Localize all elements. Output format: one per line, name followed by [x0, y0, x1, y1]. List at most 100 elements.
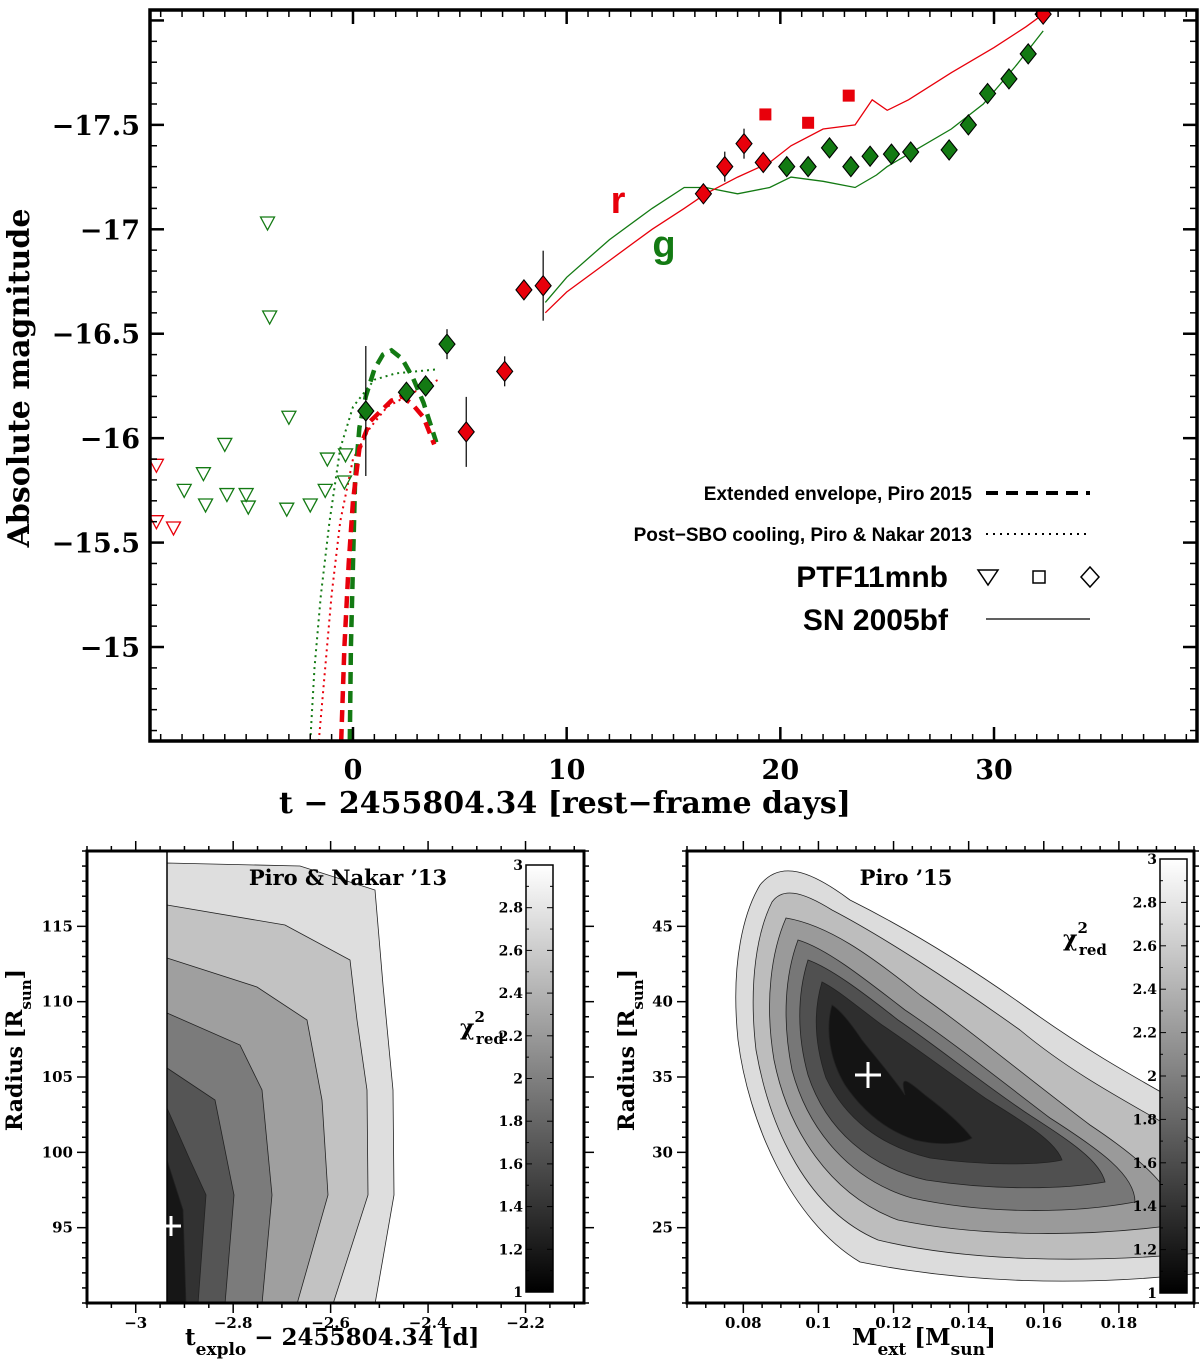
colorbar-tick-label: 1.2	[1133, 1243, 1157, 1259]
sn2005bf-r-curve	[544, 13, 1044, 314]
ptf11mnb-g-diamond	[978, 82, 997, 105]
x-tick-label: 0	[344, 755, 363, 786]
colorbar-tick-label: 3	[1147, 852, 1157, 868]
ptf11mnb-r-diamond	[716, 155, 734, 178]
x-tick-label: 0.14	[950, 1314, 987, 1332]
piro-nakar-13-ticks	[77, 841, 594, 1313]
upper-limit-g-marker	[216, 437, 233, 453]
extended-envelope-r-curve	[338, 393, 437, 741]
colorbar-tick-label: 2	[1147, 1069, 1157, 1085]
piro-15-colorbar-ticks: 1 1.2 1.4 1.6 1.8 2 2.2 2.4 2.6 2.8 3	[1133, 852, 1187, 1302]
y-tick-label: 25	[652, 1219, 673, 1237]
piro-nakar-13-title: Piro & Nakar ’13	[249, 865, 447, 890]
ptf11mnb-g-diamond	[1000, 68, 1018, 90]
colorbar-tick-label: 1.8	[1133, 1112, 1157, 1128]
ptf11mnb-g-diamond	[820, 136, 839, 159]
ptf11mnb-g-diamond	[959, 113, 978, 136]
ptf11mnb-r-diamond	[515, 278, 533, 301]
colorbar-tick-label: 2.2	[1133, 1026, 1157, 1042]
light-curve-ticks	[150, 10, 1197, 741]
upper-limit-g-marker	[280, 410, 297, 426]
ptf11mnb-g-diamond	[842, 155, 860, 178]
piro-nakar-13-x-axis-label: texplo − 2455804.34 [d]	[185, 1324, 479, 1360]
upper-limit-g-marker	[336, 475, 353, 491]
light-curve-y-axis-label: Absolute magnitude	[2, 209, 37, 549]
upper-limit-r-marker	[165, 521, 182, 537]
ptf11mnb-g-diamond	[861, 145, 879, 168]
piro-15-y-tick-labels: 25 30 35 40 45	[652, 917, 673, 1236]
ptf11mnb-g-diamond	[901, 141, 920, 163]
legend-sn2005bf-label: SN 2005bf	[803, 604, 949, 637]
sn2005bf-g-curve	[544, 30, 1044, 303]
upper-limit-g-marker	[317, 483, 334, 499]
y-tick-label: −17	[80, 215, 140, 246]
ptf11mnb-r-diamond	[754, 151, 772, 174]
legend-diamond-marker	[1079, 565, 1101, 589]
piro-nakar-13-colorbar-label: χ2 red	[460, 1008, 504, 1048]
y-tick-label: 35	[652, 1068, 673, 1086]
colorbar-tick-label: 1.4	[1133, 1199, 1158, 1215]
colorbar-tick-label: 1.6	[1133, 1156, 1157, 1172]
upper-limit-g-marker	[319, 452, 336, 468]
y-tick-label: −15	[80, 633, 140, 664]
colorbar-tick-label: 2.4	[499, 986, 524, 1002]
piro-15-colorbar-label: χ2 red	[1063, 919, 1107, 959]
ptf11mnb-g-diamond	[416, 375, 435, 397]
light-curve-x-tick-labels: 0 10 20 30	[344, 755, 1013, 786]
legend-triangle-marker	[976, 569, 1000, 587]
colorbar-tick-label: 2.6	[499, 943, 523, 959]
piro-15-x-axis-label: Mext [Msun]	[852, 1324, 996, 1360]
piro-15-title: Piro ’15	[860, 865, 953, 890]
colorbar-tick-label: 2.8	[499, 901, 523, 917]
upper-limit-g-marker	[261, 310, 278, 326]
ptf11mnb-g-diamond	[438, 333, 456, 356]
g-band-annotation: g	[652, 224, 675, 266]
piro-nakar-13-x-tick-labels: −3 −2.8 −2.6 −2.4 −2.2	[124, 1314, 545, 1332]
piro-15-panel: 0.08 0.1 0.12 0.14 0.16 0.18 25 30 35 40 45 Piro …	[614, 841, 1200, 1360]
piro-nakar-13-contours	[87, 851, 584, 1303]
x-tick-label: −2.4	[409, 1314, 448, 1332]
legend-extended-envelope-label: Extended envelope, Piro 2015	[704, 484, 973, 505]
upper-limit-g-marker	[195, 467, 212, 483]
legend-post-sbo-label: Post−SBO cooling, Piro & Nakar 2013	[634, 525, 972, 546]
x-tick-label: 0.18	[1101, 1314, 1138, 1332]
piro-15-y-axis-label: Radius [Rsun]	[614, 969, 647, 1131]
y-tick-label: 95	[52, 1219, 73, 1237]
upper-limit-g-marker	[259, 216, 276, 232]
y-tick-label: 30	[652, 1143, 673, 1161]
x-tick-label: −2.2	[506, 1314, 545, 1332]
ptf11mnb-r-diamond	[694, 182, 713, 205]
x-tick-label: 0.16	[1026, 1314, 1063, 1332]
y-tick-label: −17.5	[52, 111, 140, 142]
colorbar-tick-label: 2.6	[1133, 939, 1157, 955]
ptf11mnb-r-diamond	[534, 274, 552, 297]
x-tick-label: 20	[762, 755, 800, 786]
y-tick-label: −16	[80, 424, 140, 455]
ptf11mnb-g-diamond	[1019, 42, 1037, 65]
light-curve-frame	[148, 8, 1199, 743]
ptf11mnb-g-diamond	[357, 400, 375, 422]
y-tick-label: 100	[42, 1143, 73, 1161]
colorbar-tick-label: 1	[1147, 1286, 1157, 1302]
piro-15-contours	[687, 851, 1194, 1303]
ptf11mnb-g-diamond	[799, 155, 817, 178]
y-tick-label: 45	[652, 917, 673, 935]
ptf11mnb-r-square	[842, 89, 855, 102]
light-curve-x-axis-label: t − 2455804.34 [rest−frame days]	[279, 786, 851, 821]
legend-ptf11mnb-label: PTF11mnb	[796, 561, 948, 594]
x-tick-label: 0.12	[875, 1314, 912, 1332]
y-tick-label: 105	[42, 1068, 73, 1086]
post-sbo-cooling-g-curve	[309, 368, 439, 741]
light-curve-y-tick-labels: −15 −15.5 −16 −16.5 −17 −17.5	[52, 111, 140, 664]
colorbar-tick-label: 2.2	[499, 1029, 523, 1045]
x-tick-label: −3	[124, 1314, 147, 1332]
upper-limit-g-marker	[238, 487, 255, 503]
colorbar-tick-label: 3	[513, 858, 523, 874]
piro-nakar-13-colorbar-ticks: 1 1.2 1.4 1.6 1.8 2 2.2 2.4 2.6 2.8 3	[499, 858, 553, 1301]
piro-nakar-13-y-tick-labels: 95 100 105 110 115	[42, 917, 73, 1236]
piro-15-ticks	[677, 841, 1200, 1313]
y-tick-label: −16.5	[52, 320, 140, 351]
y-tick-label: −15.5	[52, 529, 140, 560]
ptf11mnb-r-diamond	[457, 421, 475, 443]
